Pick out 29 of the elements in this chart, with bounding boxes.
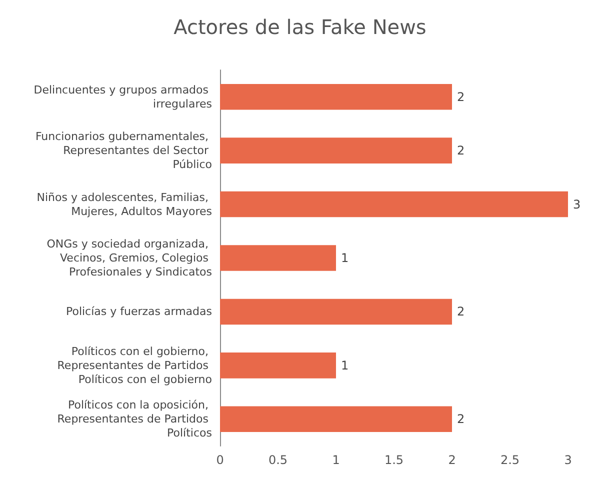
x-tick-label: 0 — [216, 453, 224, 467]
x-tick-label: 3 — [564, 453, 572, 467]
y-tick-label: Niños y adolescentes, Familias, Mujeres, Adultos Mayores — [36, 190, 212, 218]
x-tick-label: 1 — [332, 453, 340, 467]
x-tick-label: 2 — [448, 453, 456, 467]
x-tick-label: 0.5 — [268, 453, 288, 467]
x-tick-label: 1.5 — [384, 453, 404, 467]
bar — [220, 245, 336, 271]
y-tick-label: Políticos con el gobierno, Representantes de Partidos Políticos con el gobierno — [57, 344, 212, 386]
y-tick-label: ONGs y sociedad organizada, Vecinos, Gremios, Colegios Profesionales y Sindicatos — [46, 238, 212, 278]
bar — [220, 352, 336, 378]
bar — [220, 138, 452, 164]
data-label: 1 — [341, 251, 349, 265]
data-label: 2 — [457, 90, 465, 104]
chart-title: Actores de las Fake News — [174, 15, 426, 39]
y-tick-label: Delincuentes y grupos armados irregulares — [34, 83, 212, 110]
data-label: 2 — [457, 144, 465, 158]
data-label: 3 — [573, 197, 581, 212]
y-tick-label: Policías y fuerzas armadas — [66, 305, 212, 318]
x-tick-label: 2.5 — [500, 453, 520, 467]
bar — [220, 191, 568, 218]
bar — [220, 298, 452, 325]
y-tick-label: Funcionarios gubernamentales, Representantes del Sector Público — [35, 130, 212, 172]
data-label: 2 — [457, 412, 465, 426]
data-label: 1 — [341, 358, 349, 372]
bar — [220, 84, 452, 110]
y-tick-label: Políticos con la oposición, Representantes de Partidos Políticos — [57, 398, 212, 440]
data-label: 2 — [457, 304, 465, 319]
bar — [220, 406, 452, 432]
